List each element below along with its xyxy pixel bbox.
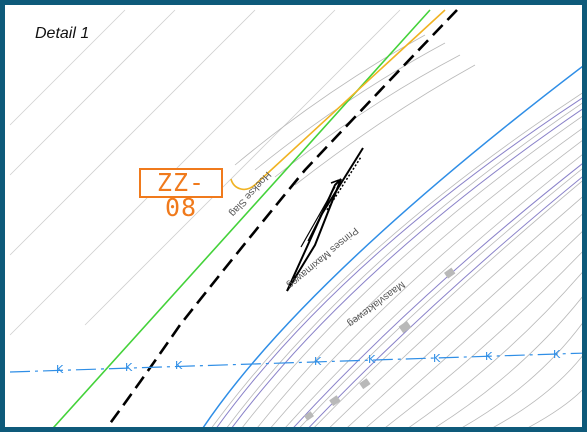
boundary-marker: K <box>553 348 561 361</box>
small-grey-blocks <box>304 267 456 421</box>
boundary-marker: K <box>125 361 133 374</box>
municipal-boundary-line <box>9 352 582 373</box>
boundary-marker: K <box>368 353 376 366</box>
boundary-marker: K <box>314 355 322 368</box>
blue-road-line <box>202 65 582 427</box>
street-label-maasvlakteweg: Maasvlakteweg <box>345 279 407 329</box>
detail-label: Detail 1 <box>35 25 90 42</box>
boundary-marker: K <box>175 359 183 372</box>
dashed-boundary-line <box>105 9 458 427</box>
boundary-marker: K <box>433 352 441 365</box>
street-label-prinses-maximaweg: Prinses Maximaweg <box>285 225 361 291</box>
boundary-markers: K K K K K K K K <box>56 348 561 376</box>
boundary-marker: K <box>56 363 64 376</box>
corridor-grey-lines <box>211 34 582 427</box>
green-boundary-line <box>52 9 431 427</box>
boundary-marker: K <box>485 350 493 363</box>
orange-road-line <box>230 9 446 191</box>
structure-outline <box>286 147 364 292</box>
purple-track-lines <box>216 97 582 427</box>
map-canvas: K K K K K K K K Hoekse Slag Prinses Maxi… <box>9 9 582 427</box>
location-tag: ZZ-08 <box>139 168 223 220</box>
